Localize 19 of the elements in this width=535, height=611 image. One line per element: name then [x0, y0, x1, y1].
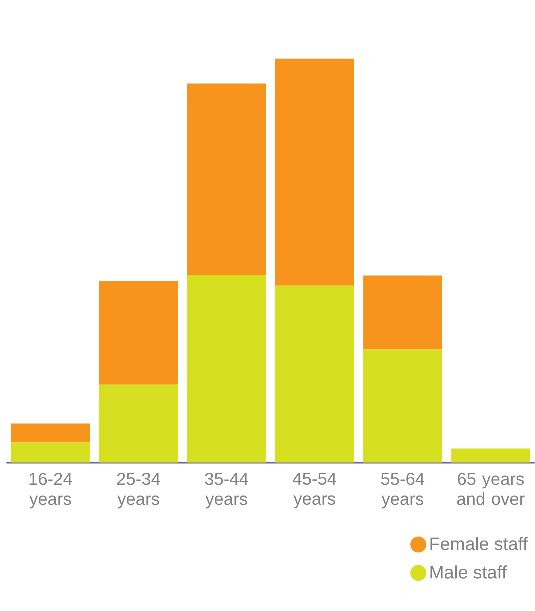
x-tick-label: 45-54 years — [293, 472, 337, 509]
x-tick-label: 55-64 years — [381, 472, 425, 509]
x-tick-label: 25-34 years — [117, 472, 160, 509]
bar — [99, 281, 178, 385]
x-tick-label: 65 years and over — [457, 472, 525, 506]
bar — [99, 384, 178, 463]
legend-label: Male staff — [430, 566, 508, 579]
x-tick-label: 35-44 years — [205, 472, 248, 509]
bar — [187, 274, 266, 463]
x-tick-label: 16-24 years — [30, 472, 72, 509]
bar — [11, 424, 90, 443]
bar — [364, 350, 442, 463]
bar — [11, 442, 90, 463]
bar — [275, 58, 354, 286]
legend-label: Female staff — [430, 537, 528, 550]
bar — [275, 286, 354, 463]
bar — [364, 276, 442, 350]
bar — [452, 448, 530, 463]
bar — [187, 84, 266, 275]
